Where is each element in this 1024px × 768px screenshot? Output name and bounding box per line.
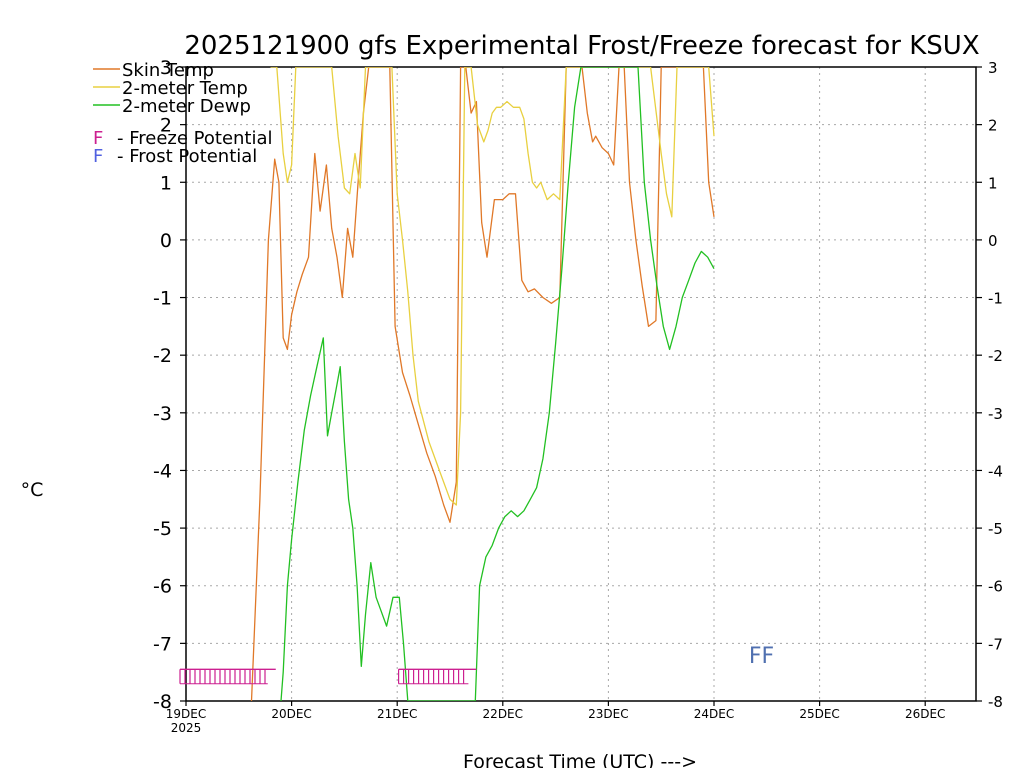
y-tick-label-right: -4 [988,462,1003,480]
freeze-mark-group [179,668,276,685]
x-tick-label: 24DEC [694,707,734,721]
y-tick-label: 2 [160,115,172,137]
y-axis-label: °C [21,479,44,501]
ff-annotation: FF [749,644,774,669]
plot-area-border [185,66,977,702]
y-axis-ticks: -8 -8 -7 -7 -6 -6 -5 -5 -4 -4 -3 -3 -2 -2 -1 -1 0 0 1 1 2 2 3 3 [153,57,1003,713]
grid-lines [186,67,976,701]
x-tick-label: 22DEC [483,707,523,721]
x-tick-label: 20DEC [271,707,311,721]
y-tick-label: -4 [153,460,172,482]
legend-label-skin-temp: Skin Temp [122,60,214,81]
y-tick-label-right: -2 [988,347,1003,365]
y-tick-label: -1 [153,288,172,310]
chart-title: 2025121900 gfs Experimental Frost/Freeze… [184,31,979,61]
y-tick-label: -6 [153,576,172,598]
series-line-2-meter-dewp [280,67,715,701]
legend-frost-marker: F [93,146,103,167]
y-tick-label-right: 2 [988,117,998,135]
legend-label-2m-temp: 2-meter Temp [122,78,248,99]
y-tick-label: -8 [153,691,172,713]
y-tick-label: 0 [160,230,172,252]
series-line-skin-temp [250,67,715,701]
x-axis-label: Forecast Time (UTC) ---> [463,751,697,768]
x-tick-label: 19DEC [166,707,206,721]
y-tick-label: -3 [153,403,172,425]
legend: Skin Temp 2-meter Temp 2-meter Dewp F - … [93,60,273,167]
x-tick-label: 21DEC [377,707,417,721]
y-tick-label-right: -7 [988,635,1003,653]
y-tick-label-right: 1 [988,174,998,192]
series-line-2-meter-temp [270,67,715,506]
legend-freeze-marker: F [93,128,103,149]
y-tick-label-right: -1 [988,290,1003,308]
y-tick-label-right: 3 [988,59,998,77]
legend-label-2m-dewp: 2-meter Dewp [122,96,251,117]
x-tick-label: 25DEC [799,707,839,721]
y-tick-label: 1 [160,172,172,194]
y-tick-label-right: -5 [988,520,1003,538]
freeze-potential-marks [179,668,477,685]
y-tick-label-right: -8 [988,693,1003,711]
legend-freeze-label: - Freeze Potential [117,128,273,149]
series-lines [250,67,715,701]
y-tick-label-right: -6 [988,578,1003,596]
y-tick-label: -7 [153,633,172,655]
x-tick-label: 23DEC [588,707,628,721]
y-tick-label-right: -3 [988,405,1003,423]
y-tick-label: 3 [160,57,172,79]
freeze-mark-group [397,668,477,685]
x-tick-label: 26DEC [905,707,945,721]
legend-frost-label: - Frost Potential [117,146,257,167]
y-tick-label: -2 [153,345,172,367]
y-tick-label: -5 [153,518,172,540]
x-tick-sublabel: 2025 [171,721,202,735]
y-tick-label-right: 0 [988,232,998,250]
